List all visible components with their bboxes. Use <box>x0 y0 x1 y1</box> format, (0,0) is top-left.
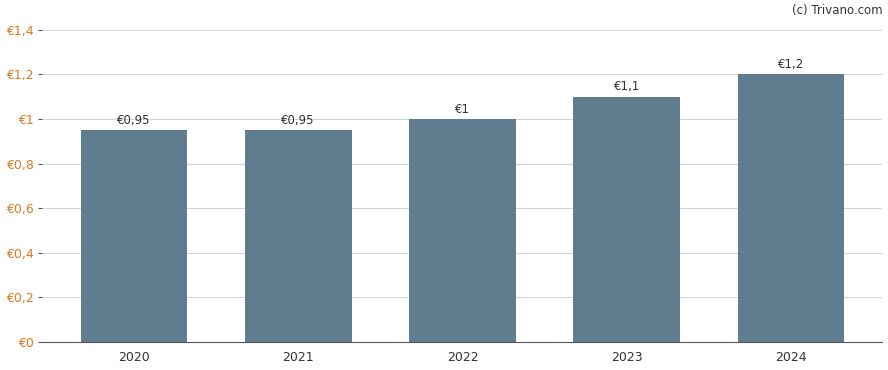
Text: (c) Trivano.com: (c) Trivano.com <box>792 4 883 17</box>
Text: €0,95: €0,95 <box>117 114 151 127</box>
Bar <box>409 119 516 342</box>
Bar <box>574 97 680 342</box>
Text: €1,1: €1,1 <box>614 80 639 93</box>
Text: €1,2: €1,2 <box>778 58 804 71</box>
Bar <box>245 130 352 342</box>
Text: €0,95: €0,95 <box>281 114 315 127</box>
Bar <box>738 74 844 342</box>
Bar <box>81 130 187 342</box>
Text: €1: €1 <box>455 103 470 116</box>
